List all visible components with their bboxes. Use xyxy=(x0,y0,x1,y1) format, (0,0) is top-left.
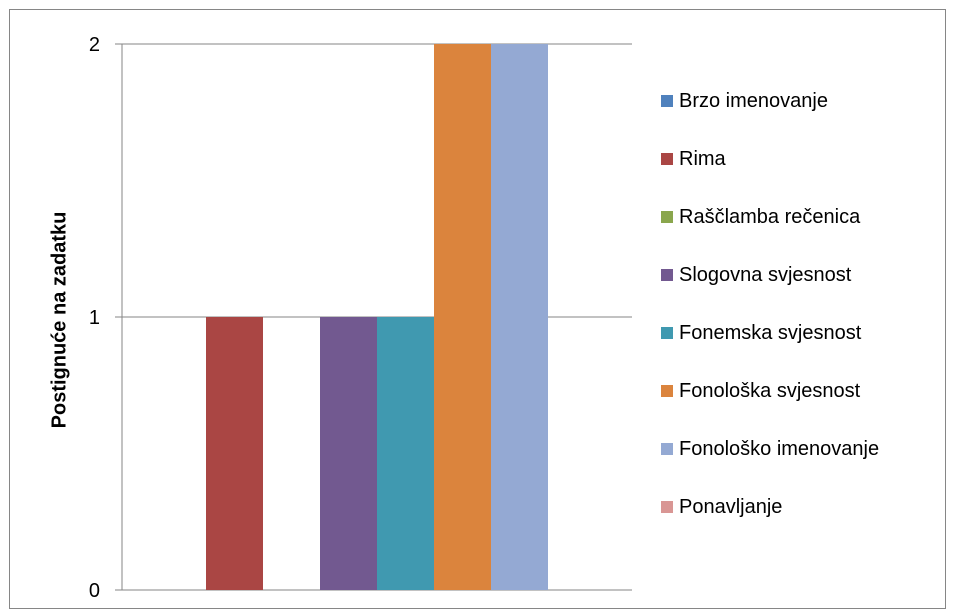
legend-item: Fonološka svjesnost xyxy=(661,379,860,403)
legend-label: Fonološko imenovanje xyxy=(679,437,880,460)
legend-swatch xyxy=(661,385,673,397)
legend-label: Slogovna svjesnost xyxy=(679,263,852,286)
bar-rima xyxy=(206,317,263,590)
legend-item: Slogovna svjesnost xyxy=(661,263,851,287)
y-tick-label: 1 xyxy=(89,307,100,329)
legend-swatch xyxy=(661,269,673,281)
y-tick-labels: 0 1 2 xyxy=(89,34,100,602)
bar-fonemska-svjesnost xyxy=(377,317,434,590)
legend-item: Raščlamba rečenica xyxy=(661,205,860,229)
legend-swatch xyxy=(661,153,673,165)
legend: Brzo imenovanje Rima Raščlamba rečenica Slo… xyxy=(661,89,946,549)
y-axis-title: Postignuće na zadatku xyxy=(48,211,71,429)
legend-label: Ponavljanje xyxy=(679,495,783,518)
legend-item: Fonemska svjesnost xyxy=(661,321,861,345)
y-tick-label: 0 xyxy=(89,580,100,602)
legend-item: Brzo imenovanje xyxy=(661,89,828,113)
legend-swatch xyxy=(661,501,673,513)
legend-label: Fonemska svjesnost xyxy=(679,321,862,344)
legend-label: Rima xyxy=(679,147,726,170)
legend-label: Fonološka svjesnost xyxy=(679,379,861,402)
legend-item: Ponavljanje xyxy=(661,495,782,519)
bar-slogovna-svjesnost xyxy=(320,317,377,590)
bars xyxy=(206,44,548,590)
legend-label: Raščlamba rečenica xyxy=(679,205,861,228)
bar-fonolo-ka-svjesnost xyxy=(434,44,491,590)
legend-item: Fonološko imenovanje xyxy=(661,437,879,461)
legend-label: Brzo imenovanje xyxy=(679,89,828,112)
legend-swatch xyxy=(661,95,673,107)
legend-swatch xyxy=(661,443,673,455)
legend-item: Rima xyxy=(661,147,726,171)
legend-swatch xyxy=(661,211,673,223)
legend-swatch xyxy=(661,327,673,339)
bar-fonolo-ko-imenovanje xyxy=(491,44,548,590)
y-tick-label: 2 xyxy=(89,34,100,56)
